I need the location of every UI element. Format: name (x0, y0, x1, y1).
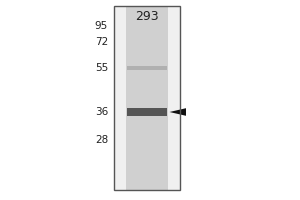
Text: 293: 293 (135, 9, 159, 22)
Polygon shape (169, 108, 186, 116)
Bar (127, 108, 167, 116)
Bar (114, 6, 180, 190)
Text: 72: 72 (95, 37, 108, 47)
Bar (126, 6, 168, 190)
Text: 55: 55 (95, 63, 108, 73)
Text: 36: 36 (95, 107, 108, 117)
Bar (114, 6, 180, 190)
Bar (127, 66, 167, 70)
Text: 95: 95 (95, 21, 108, 31)
Text: 28: 28 (95, 135, 108, 145)
